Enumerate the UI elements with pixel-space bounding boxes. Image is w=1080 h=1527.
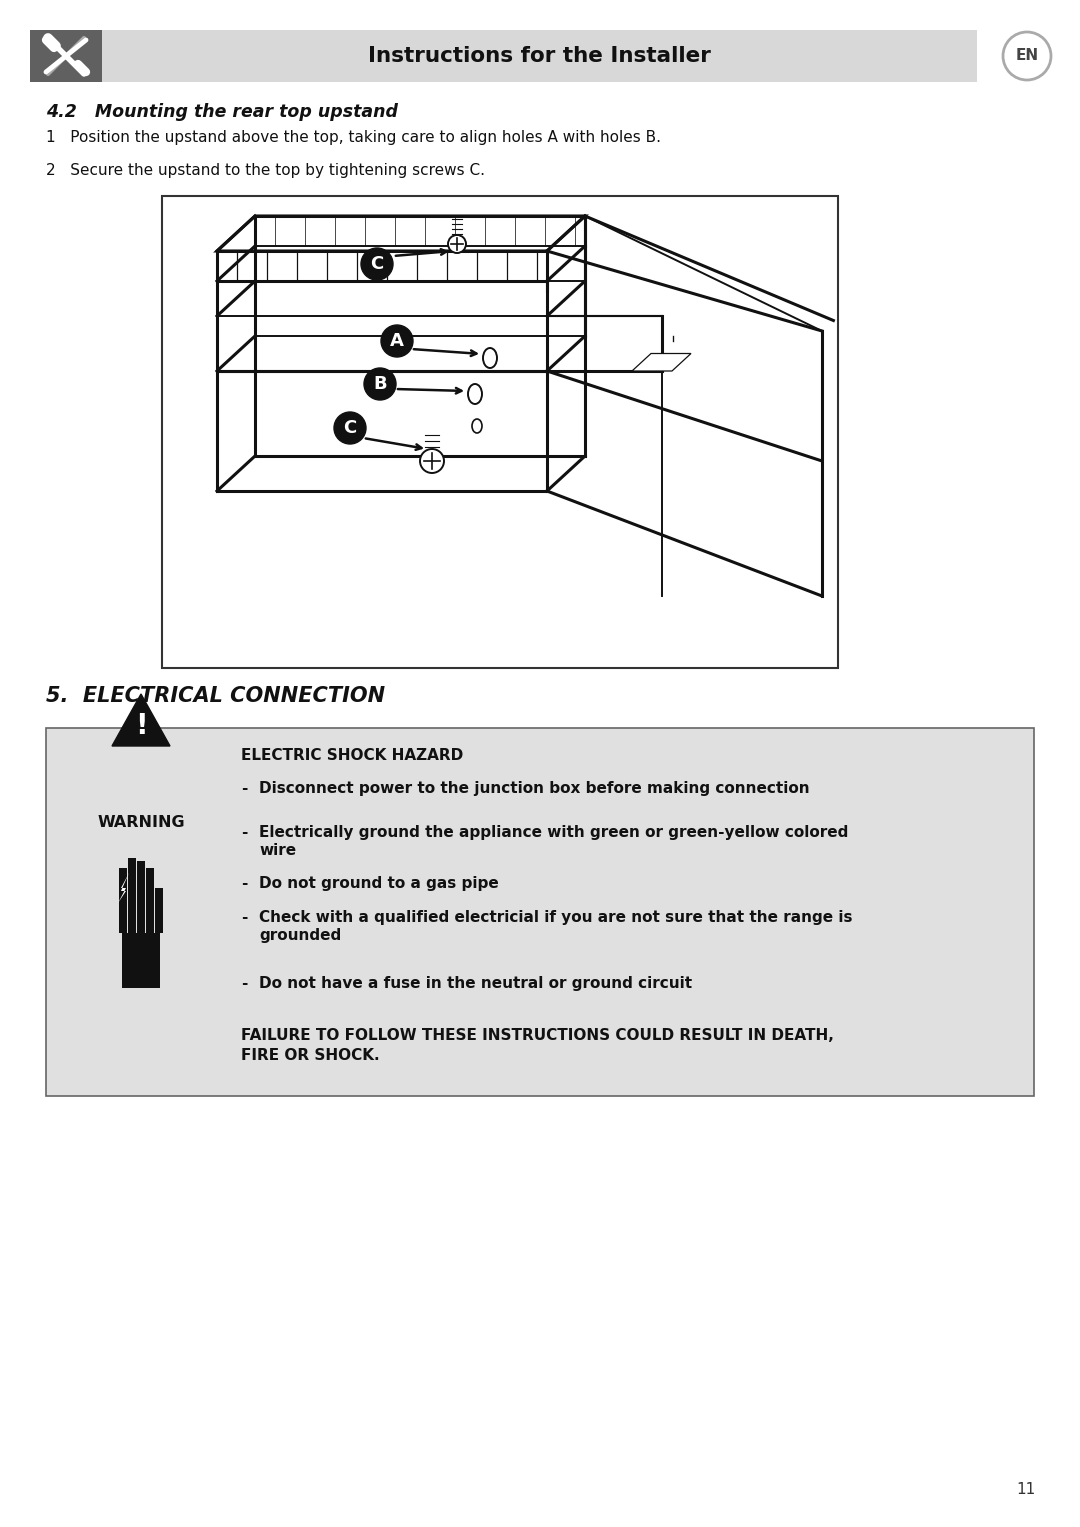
Text: 11: 11 (1016, 1483, 1036, 1496)
Polygon shape (217, 215, 585, 250)
Bar (122, 933, 160, 988)
Circle shape (361, 247, 393, 279)
Text: B: B (374, 376, 387, 392)
Text: -: - (241, 780, 247, 796)
Bar (137, 861, 145, 933)
Text: A: A (390, 331, 404, 350)
Text: Do not ground to a gas pipe: Do not ground to a gas pipe (259, 876, 499, 890)
Text: grounded: grounded (259, 928, 341, 944)
Bar (129, 858, 136, 933)
Text: Electrically ground the appliance with green or green-yellow colored: Electrically ground the appliance with g… (259, 825, 849, 840)
Text: 4.2   Mounting the rear top upstand: 4.2 Mounting the rear top upstand (46, 102, 399, 121)
Bar (30, 31, 102, 82)
Bar (46, 728, 1034, 1096)
Text: C: C (370, 255, 383, 273)
Text: -: - (241, 825, 247, 840)
Ellipse shape (472, 418, 482, 434)
Text: WARNING: WARNING (97, 815, 185, 831)
Circle shape (448, 235, 465, 253)
Text: Check with a qualified electricial if you are not sure that the range is: Check with a qualified electricial if yo… (259, 910, 852, 925)
Text: -: - (241, 910, 247, 925)
Text: 1   Position the upstand above the top, taking care to align holes A with holes : 1 Position the upstand above the top, ta… (46, 130, 661, 145)
Text: C: C (343, 418, 356, 437)
Text: FAILURE TO FOLLOW THESE INSTRUCTIONS COULD RESULT IN DEATH,: FAILURE TO FOLLOW THESE INSTRUCTIONS COU… (241, 1028, 834, 1043)
Text: Instructions for the Installer: Instructions for the Installer (367, 46, 711, 66)
Text: -: - (241, 976, 247, 991)
Ellipse shape (468, 383, 482, 405)
Text: !: ! (135, 712, 147, 741)
Text: -: - (241, 876, 247, 890)
Text: FIRE OR SHOCK.: FIRE OR SHOCK. (241, 1048, 380, 1063)
Text: 5.  ELECTRICAL CONNECTION: 5. ELECTRICAL CONNECTION (46, 686, 386, 705)
Text: wire: wire (259, 843, 296, 858)
Circle shape (381, 325, 413, 357)
Polygon shape (118, 873, 129, 902)
Text: ELECTRIC SHOCK HAZARD: ELECTRIC SHOCK HAZARD (241, 748, 463, 764)
Text: Do not have a fuse in the neutral or ground circuit: Do not have a fuse in the neutral or gro… (259, 976, 692, 991)
Circle shape (334, 412, 366, 444)
Ellipse shape (483, 348, 497, 368)
Text: 2   Secure the upstand to the top by tightening screws C.: 2 Secure the upstand to the top by tight… (46, 163, 485, 179)
Text: Disconnect power to the junction box before making connection: Disconnect power to the junction box bef… (259, 780, 810, 796)
Circle shape (364, 368, 396, 400)
Bar (102, 31, 977, 82)
Bar (119, 867, 127, 933)
Polygon shape (112, 693, 170, 747)
Circle shape (1003, 32, 1051, 79)
Bar (162, 195, 838, 667)
Polygon shape (632, 353, 691, 371)
Bar (156, 889, 163, 933)
Circle shape (420, 449, 444, 473)
Bar (146, 867, 154, 933)
Text: EN: EN (1015, 49, 1039, 64)
